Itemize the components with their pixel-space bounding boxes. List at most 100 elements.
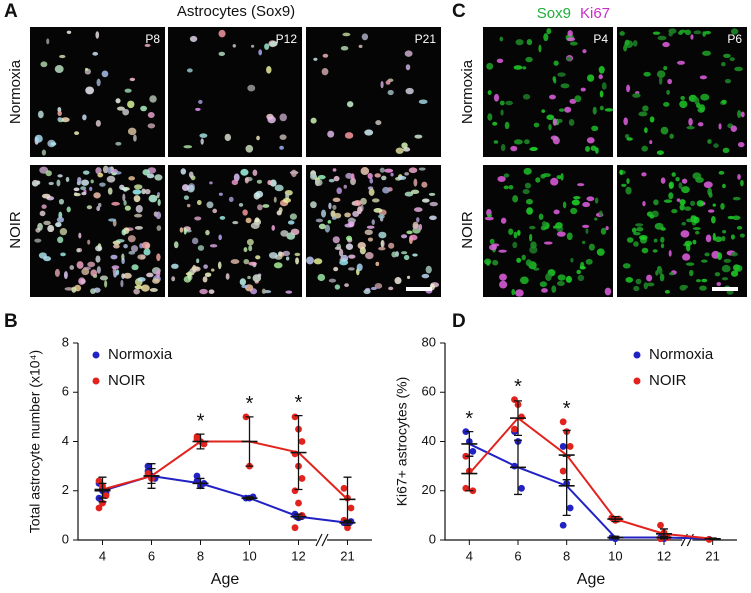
legend-label: Normoxia [649,346,714,363]
cell [737,141,745,148]
cell [492,259,499,266]
cell [515,39,524,46]
image-label: P12 [276,32,298,46]
cell [736,225,743,230]
cell [64,287,74,291]
cell [388,286,394,291]
cell [599,105,604,111]
cell [390,172,394,177]
cell [688,117,693,126]
cell [156,269,161,278]
cell [124,205,131,211]
cell [120,279,124,288]
cell [240,168,249,176]
cell [574,95,582,103]
y-tick-label: 0 [62,531,69,546]
cell [124,88,132,93]
cell [541,288,548,293]
cell [387,89,394,96]
legend-marker [633,351,641,359]
cell [374,173,381,178]
data-point [559,467,567,475]
cell [183,227,187,235]
cell [95,167,102,175]
cell [641,145,649,152]
cell [37,110,44,119]
cell [41,149,47,156]
cell [347,218,357,223]
cell [250,44,255,48]
legend-marker [633,377,641,385]
cell [191,237,199,245]
cell [186,203,191,208]
cell [512,241,518,249]
cell [351,173,355,181]
panel-label: D [452,311,466,332]
data-point [559,418,567,426]
cell [704,252,710,257]
cell [635,278,642,285]
cell [659,273,665,282]
cell [364,129,374,136]
cell [157,198,161,207]
cell [714,272,721,277]
cell [353,200,362,207]
cell [668,249,672,257]
cell [500,143,506,152]
cell [599,90,604,98]
cell [550,135,558,141]
image-bg [483,27,613,157]
cell [671,208,678,214]
cell [232,44,236,48]
cell [642,201,646,207]
cell [707,209,715,213]
cell [155,211,162,220]
cell [676,60,685,65]
cell [267,180,272,186]
cell [600,227,607,235]
cell [127,127,137,136]
cell [686,125,695,130]
cell [667,78,673,85]
cell [626,84,631,93]
cell [540,225,547,231]
cell [89,186,93,191]
cell [230,259,240,264]
cell [734,66,743,72]
cell [334,246,342,250]
cell [699,285,707,291]
cell [183,145,193,149]
cell [707,187,712,196]
cell [491,243,500,247]
cell [503,185,509,190]
cell [268,252,278,259]
cell [129,77,136,82]
cell [34,238,42,243]
cell [555,222,563,229]
cell [147,112,155,118]
cell [344,212,351,218]
cell [727,215,735,220]
panel-label: A [4,1,18,22]
y-axis-label: Total astrocyte number (x10⁴) [27,350,43,533]
cell [371,219,375,225]
cell [78,277,86,285]
cell [711,215,716,224]
cell [134,226,143,230]
image-label: P6 [727,32,742,46]
x-tick-label: 4 [99,548,106,563]
cell [623,44,628,52]
cell [538,44,542,53]
cell [573,195,581,200]
cell [188,171,194,178]
cell [682,253,691,261]
cell [327,220,332,224]
image-label: P4 [593,32,608,46]
cell [198,99,203,104]
cell [250,222,260,229]
cell [39,210,46,217]
cell [732,264,740,272]
x-tick-label: 21 [340,548,354,563]
cell [245,217,252,224]
